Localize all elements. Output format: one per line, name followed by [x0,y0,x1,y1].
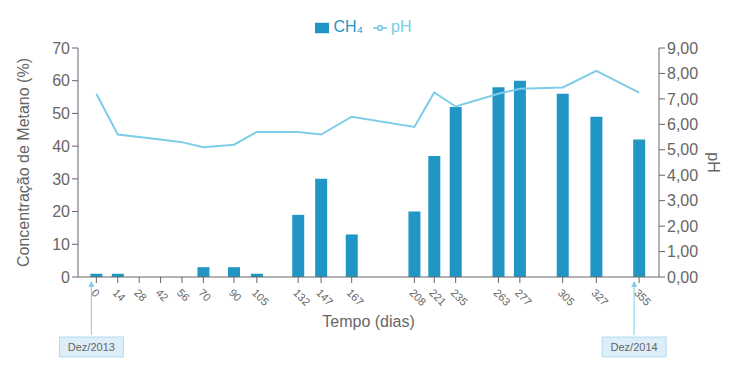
svg-text:6,00: 6,00 [667,116,698,133]
svg-text:132: 132 [291,286,312,307]
svg-text:2,00: 2,00 [667,218,698,235]
svg-text:pH: pH [705,152,722,172]
svg-text:147: 147 [314,286,335,307]
svg-text:50: 50 [52,105,70,122]
svg-text:355: 355 [632,286,653,307]
svg-text:30: 30 [52,171,70,188]
svg-text:208: 208 [407,286,428,307]
svg-text:70: 70 [52,40,70,57]
html-text:CH₄: CH₄ [333,18,364,35]
svg-text:20: 20 [52,203,70,220]
svg-text:14: 14 [111,286,128,303]
svg-text:105: 105 [250,286,271,307]
svg-text:28: 28 [132,286,149,303]
svg-text:235: 235 [449,286,470,307]
svg-text:5,00: 5,00 [667,141,698,158]
svg-text:Dez/2014: Dez/2014 [611,341,658,353]
svg-text:Concentração de Metano (%): Concentração de Metano (%) [15,58,32,267]
svg-text:0: 0 [89,286,102,299]
svg-text:40: 40 [52,138,70,155]
svg-text:167: 167 [345,286,366,307]
svg-text:1,00: 1,00 [667,243,698,260]
svg-text:7,00: 7,00 [667,91,698,108]
svg-text:327: 327 [589,286,610,307]
svg-text:42: 42 [153,286,170,303]
svg-text:10: 10 [52,236,70,253]
svg-text:305: 305 [556,286,577,307]
svg-text:90: 90 [227,286,244,303]
svg-text:4,00: 4,00 [667,167,698,184]
svg-text:263: 263 [491,286,512,307]
svg-text:8,00: 8,00 [667,65,698,82]
svg-text:70: 70 [196,286,213,303]
svg-text:221: 221 [427,286,448,307]
svg-text:0,00: 0,00 [667,269,698,286]
svg-text:3,00: 3,00 [667,192,698,209]
svg-text:0: 0 [61,269,70,286]
svg-text:Tempo (dias): Tempo (dias) [322,313,414,330]
svg-text:277: 277 [513,286,534,307]
svg-text:Dez/2013: Dez/2013 [68,341,115,353]
svg-text:9,00: 9,00 [667,40,698,57]
svg-text:56: 56 [175,286,192,303]
svg-text:60: 60 [52,72,70,89]
html-text:pH: pH [391,18,412,35]
